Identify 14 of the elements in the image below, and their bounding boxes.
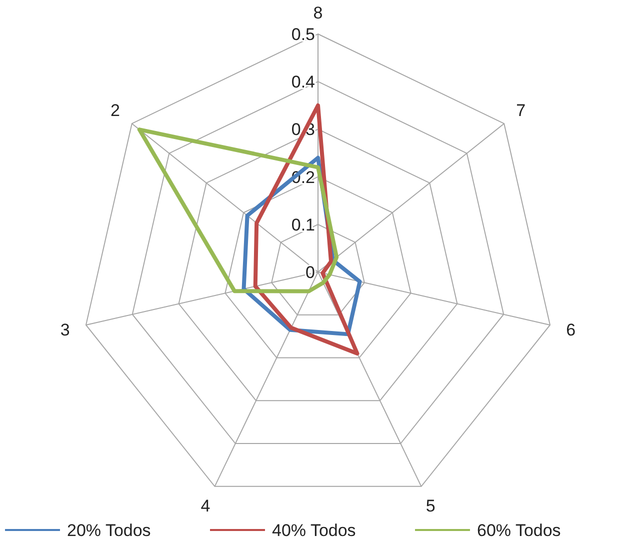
spoke-label: 2 <box>110 101 120 120</box>
legend-label: 60% Todos <box>477 520 561 540</box>
y-tick-label: 0.5 <box>291 24 315 44</box>
y-tick-label: 0 <box>306 262 315 282</box>
spoke-label: 6 <box>566 320 576 340</box>
y-tick-label: 0.1 <box>291 215 315 234</box>
spoke-label: 8 <box>313 4 323 23</box>
y-tick-label: 0.4 <box>291 72 315 92</box>
spoke-label: 4 <box>200 496 210 516</box>
spoke-label: 5 <box>426 496 436 516</box>
spoke-label: 3 <box>60 320 70 340</box>
legend-label: 20% Todos <box>67 520 151 540</box>
legend-label: 40% Todos <box>272 520 356 540</box>
spoke-label: 7 <box>516 101 526 120</box>
